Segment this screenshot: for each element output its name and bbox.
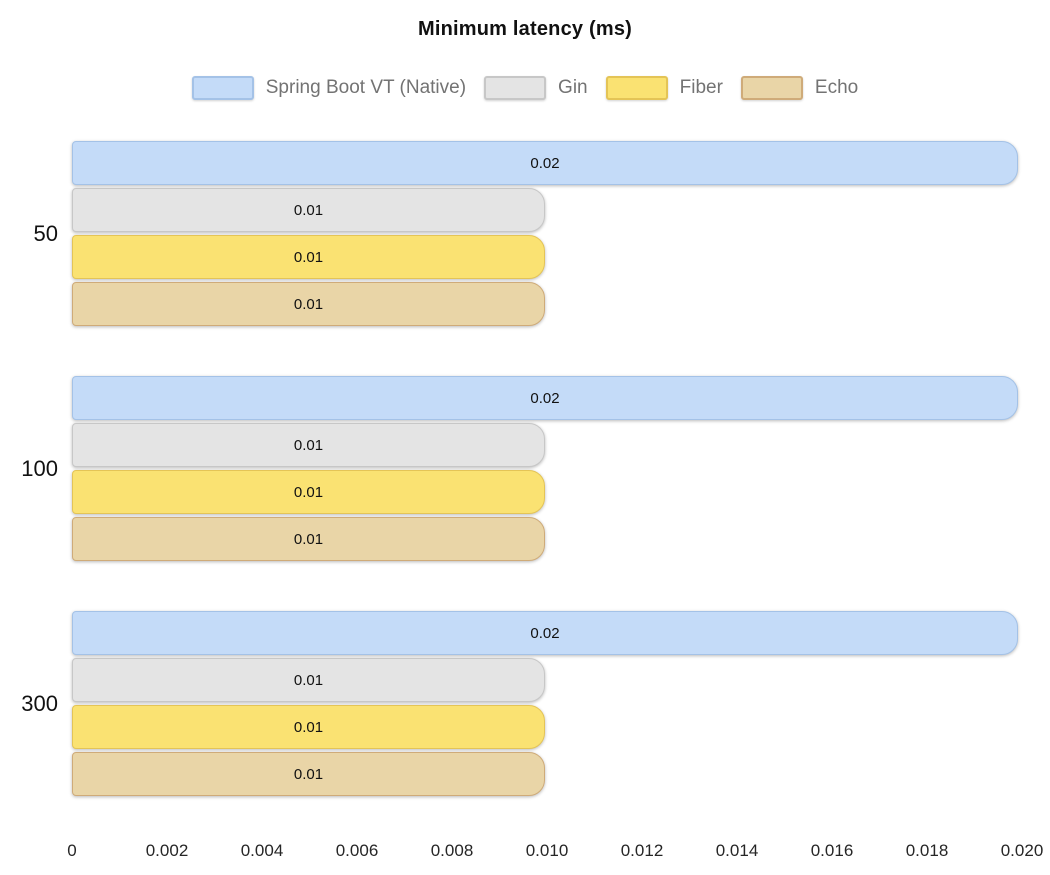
bar-value-label: 0.01 (293, 530, 324, 548)
bar-100-spring-boot-vt-native[interactable]: 0.02 (72, 376, 1018, 420)
bar-50-spring-boot-vt-native[interactable]: 0.02 (72, 141, 1018, 185)
bar-value-label: 0.01 (293, 201, 324, 219)
bar-50-fiber[interactable]: 0.01 (72, 235, 545, 279)
bar-100-echo[interactable]: 0.01 (72, 517, 545, 561)
x-axis-tick-0: 0 (67, 841, 77, 860)
bar-value-label: 0.01 (293, 765, 324, 783)
legend-item-3[interactable]: Echo (740, 76, 859, 100)
x-axis-tick-0.016: 0.016 (810, 841, 854, 860)
bar-300-gin[interactable]: 0.01 (72, 658, 545, 702)
bar-300-fiber[interactable]: 0.01 (72, 705, 545, 749)
category-label-50: 50 (33, 220, 58, 246)
bar-100-fiber[interactable]: 0.01 (72, 470, 545, 514)
bar-value-label: 0.01 (293, 718, 324, 736)
x-axis-tick-0.008: 0.008 (430, 841, 474, 860)
legend-item-0[interactable]: Spring Boot VT (Native) (191, 76, 467, 100)
legend-swatch-icon (740, 76, 803, 100)
legend-swatch-icon (605, 76, 668, 100)
legend-label: Gin (558, 77, 588, 98)
x-axis-tick-0.002: 0.002 (145, 841, 189, 860)
x-axis-tick-0.020: 0.020 (1000, 841, 1044, 860)
bar-300-spring-boot-vt-native[interactable]: 0.02 (72, 611, 1018, 655)
legend-label: Echo (814, 77, 859, 98)
bar-value-label: 0.02 (530, 154, 560, 172)
bar-value-label: 0.01 (293, 295, 324, 313)
x-axis-tick-0.018: 0.018 (905, 841, 949, 860)
legend-label: Spring Boot VT (Native) (265, 77, 467, 98)
bar-50-gin[interactable]: 0.01 (72, 188, 545, 232)
legend-item-1[interactable]: Gin (484, 76, 588, 100)
legend-label: Fiber (679, 77, 723, 98)
chart-title: Minimum latency (ms) (417, 18, 633, 40)
bar-value-label: 0.02 (530, 624, 560, 642)
category-label-300: 300 (21, 690, 58, 716)
legend: Spring Boot VT (Native) Gin Fiber Echo (0, 76, 1050, 100)
bar-300-echo[interactable]: 0.01 (72, 752, 545, 796)
x-axis-tick-0.006: 0.006 (335, 841, 379, 860)
bar-value-label: 0.01 (293, 483, 324, 501)
category-label-100: 100 (21, 455, 58, 481)
x-axis-tick-0.012: 0.012 (620, 841, 664, 860)
legend-item-2[interactable]: Fiber (605, 76, 723, 100)
bar-100-gin[interactable]: 0.01 (72, 423, 545, 467)
bar-value-label: 0.01 (293, 671, 324, 689)
bar-value-label: 0.01 (293, 436, 324, 454)
legend-swatch-icon (191, 76, 254, 100)
bar-value-label: 0.02 (530, 389, 560, 407)
bar-50-echo[interactable]: 0.01 (72, 282, 545, 326)
bar-value-label: 0.01 (293, 248, 324, 266)
legend-swatch-icon (484, 76, 547, 100)
x-axis-tick-0.004: 0.004 (240, 841, 284, 860)
x-axis-tick-0.014: 0.014 (715, 841, 759, 860)
x-axis-tick-0.010: 0.010 (525, 841, 569, 860)
